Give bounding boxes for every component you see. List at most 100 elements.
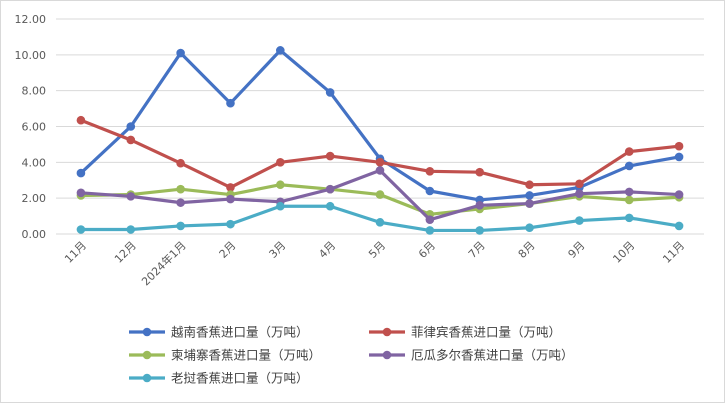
y-axis-ticks: 0.00 2.00 4.00 6.00 8.00 10.00 12.00 [15, 13, 47, 241]
legend-item: 老挝香蕉进口量（万吨） [129, 371, 309, 386]
data-point [325, 88, 335, 97]
x-axis-ticks: 11月 12月 2024年1月 2月 3月 4月 5月 6月 7月 8月 9月 10月 11月 [62, 238, 687, 288]
data-point [425, 166, 435, 176]
data-point [425, 215, 435, 224]
y-tick-label: 2.00 [22, 192, 47, 205]
x-tick-label: 11月 [660, 239, 687, 266]
data-point [126, 122, 136, 131]
data-point [475, 167, 484, 177]
data-point [76, 225, 86, 234]
legend-marker [382, 327, 392, 337]
data-point [325, 151, 335, 161]
data-point [575, 216, 584, 225]
data-point [226, 183, 235, 192]
x-tick-label: 8月 [516, 239, 538, 261]
data-point [176, 198, 185, 207]
legend-marker [382, 350, 392, 360]
data-point [475, 226, 484, 235]
data-point [624, 195, 634, 205]
data-point [226, 219, 235, 229]
x-tick-label: 10月 [610, 239, 637, 266]
legend-marker [142, 373, 152, 383]
legend-marker [142, 350, 152, 360]
data-point [276, 158, 285, 167]
series-1 [76, 46, 684, 205]
x-tick-label: 6月 [416, 239, 438, 261]
data-point [674, 190, 684, 199]
data-point [276, 201, 285, 211]
legend-item: 柬埔寨香蕉进口量（万吨） [129, 348, 321, 363]
series-line [79, 118, 681, 190]
data-point [176, 48, 185, 58]
data-point [475, 201, 484, 210]
gridlines [56, 18, 704, 235]
series-4 [76, 166, 684, 224]
legend-label: 老挝香蕉进口量（万吨） [171, 371, 309, 386]
data-point [375, 158, 385, 167]
data-point [525, 223, 534, 233]
series-2 [76, 115, 684, 192]
data-point [425, 226, 435, 235]
x-tick-label: 4月 [316, 239, 338, 261]
data-point [276, 180, 285, 190]
x-tick-label: 5月 [366, 239, 388, 261]
data-point [624, 213, 634, 223]
series-5 [76, 201, 684, 235]
data-point [226, 98, 235, 108]
legend-label: 越南香蕉进口量（万吨） [171, 325, 309, 340]
data-point [325, 201, 335, 211]
data-point [76, 168, 86, 178]
data-point [375, 166, 385, 175]
x-tick-label: 2月 [217, 239, 239, 261]
data-point [624, 161, 634, 171]
y-tick-label: 8.00 [22, 85, 47, 98]
data-point [575, 189, 584, 198]
data-point [375, 218, 385, 227]
x-tick-label: 12月 [112, 239, 139, 266]
data-point [176, 184, 185, 194]
data-point [674, 221, 684, 231]
data-point [176, 158, 185, 168]
legend: 越南香蕉进口量（万吨） 菲律宾香蕉进口量（万吨） 柬埔寨香蕉进口量（万吨） 厄瓜多尔香… [129, 325, 574, 386]
legend-label: 厄瓜多尔香蕉进口量（万吨） [411, 348, 574, 363]
x-tick-label: 7月 [466, 239, 488, 261]
legend-label: 柬埔寨香蕉进口量（万吨） [171, 348, 321, 363]
x-tick-label: 9月 [566, 239, 588, 261]
data-point [325, 184, 335, 194]
legend-item: 越南香蕉进口量（万吨） [129, 325, 309, 340]
y-tick-label: 6.00 [22, 121, 47, 134]
data-point [624, 187, 634, 197]
data-point [525, 191, 534, 200]
legend-item: 菲律宾香蕉进口量（万吨） [369, 325, 561, 340]
legend-label: 菲律宾香蕉进口量（万吨） [411, 325, 561, 340]
data-point [624, 147, 634, 156]
data-point [126, 135, 136, 145]
data-point [375, 190, 385, 199]
series-lines [76, 46, 684, 235]
data-point [126, 192, 136, 201]
data-point [76, 188, 86, 198]
data-point [126, 225, 136, 234]
legend-item: 厄瓜多尔香蕉进口量（万吨） [369, 348, 574, 363]
data-point [674, 141, 684, 151]
x-tick-label: 3月 [267, 239, 289, 261]
data-point [575, 179, 584, 189]
data-point [674, 152, 684, 162]
data-point [176, 221, 185, 231]
y-tick-label: 12.00 [15, 13, 47, 26]
y-tick-label: 10.00 [15, 49, 47, 62]
y-tick-label: 0.00 [22, 228, 47, 241]
x-tick-label: 2024年1月 [139, 238, 189, 288]
data-point [425, 186, 435, 196]
data-point [76, 115, 86, 125]
data-point [525, 199, 534, 208]
data-point [525, 180, 534, 190]
y-tick-label: 4.00 [22, 156, 47, 169]
data-point [226, 194, 235, 204]
data-point [276, 46, 285, 55]
series-line [79, 183, 681, 216]
legend-marker [142, 327, 152, 337]
x-tick-label: 11月 [62, 239, 89, 266]
